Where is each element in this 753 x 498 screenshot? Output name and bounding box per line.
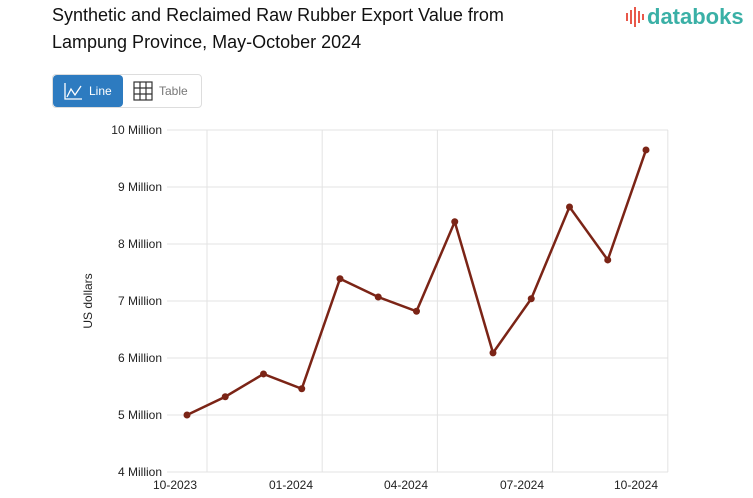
title-line-1: Synthetic and Reclaimed Raw Rubber Expor… — [52, 5, 504, 25]
logo-text: databoks — [647, 4, 744, 29]
y-tick-label: 4 Million — [118, 465, 162, 479]
x-tick-label: 01-2024 — [269, 478, 313, 492]
data-point — [413, 307, 420, 315]
data-point — [489, 349, 497, 357]
series-line — [186, 149, 648, 417]
y-tick-label: 6 Million — [118, 351, 162, 365]
line-view-button[interactable]: Line — [53, 75, 123, 107]
data-point — [451, 218, 459, 226]
x-tick-label: 04-2024 — [384, 478, 428, 492]
data-point — [374, 293, 382, 301]
y-tick-label: 9 Million — [118, 180, 162, 194]
x-tick-label: 07-2024 — [500, 478, 544, 492]
data-point — [642, 146, 650, 154]
line-chart-icon — [64, 83, 82, 100]
y-tick-label: 5 Million — [118, 408, 162, 422]
data-point — [336, 275, 344, 283]
data-point — [221, 393, 229, 401]
view-toggle: Line Table — [52, 74, 202, 108]
y-tick-label: 10 Million — [111, 123, 162, 137]
logo-mark-icon — [626, 7, 644, 27]
data-point — [183, 411, 191, 419]
x-tick-label: 10-2023 — [153, 478, 197, 492]
y-tick-label: 8 Million — [118, 237, 162, 251]
chart-title: Synthetic and Reclaimed Raw Rubber Expor… — [52, 2, 572, 56]
x-tick-label: 10-2024 — [614, 478, 658, 492]
table-icon — [133, 81, 153, 101]
databoks-logo: databoks — [626, 2, 744, 32]
data-point — [604, 256, 612, 264]
data-point — [298, 385, 306, 393]
table-view-label: Table — [159, 84, 188, 98]
y-tick-label: 7 Million — [118, 294, 162, 308]
data-point — [260, 370, 267, 378]
table-view-button[interactable]: Table — [123, 75, 198, 107]
title-line-2: Lampung Province, May-October 2024 — [52, 32, 362, 52]
line-view-label: Line — [89, 84, 112, 98]
data-point — [527, 295, 535, 303]
data-point — [566, 203, 573, 211]
y-axis-label: US dollars — [81, 273, 95, 328]
